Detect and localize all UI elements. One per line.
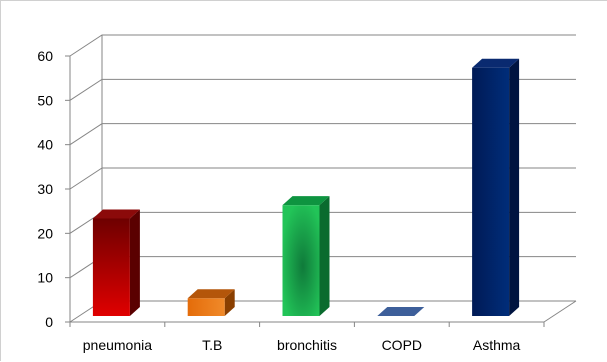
bar-pneumonia <box>92 209 140 316</box>
y-tick-label: 0 <box>45 314 53 330</box>
gridline <box>69 34 576 57</box>
y-tick-label: 50 <box>37 92 53 108</box>
bar-top <box>187 289 235 299</box>
bar-top <box>282 196 330 206</box>
bar-front <box>187 298 225 316</box>
x-category-label: bronchitis <box>277 337 337 353</box>
x-category-label: Asthma <box>473 337 521 353</box>
bar-front <box>282 205 320 316</box>
bar-top <box>377 307 425 316</box>
y-tick-label: 40 <box>37 137 53 153</box>
bar-asthma <box>472 58 520 316</box>
bar-side <box>319 196 330 316</box>
bar-front <box>92 218 130 316</box>
y-tick-label: 10 <box>37 270 53 286</box>
bar-t-b <box>187 289 235 316</box>
bar-front <box>472 67 510 316</box>
y-tick-label: 20 <box>37 225 53 241</box>
y-tick-label: 30 <box>37 181 53 197</box>
x-category-label: COPD <box>382 337 422 353</box>
floor-right-edge <box>543 300 577 323</box>
bar-bronchitis <box>282 196 330 316</box>
y-tick-label: 60 <box>37 48 53 64</box>
x-category-label: T.B <box>202 337 222 353</box>
bar-side <box>509 58 520 316</box>
bar-top <box>472 58 520 68</box>
bar-side <box>224 289 235 316</box>
bar-top <box>92 209 140 219</box>
bar-copd <box>377 307 425 316</box>
bar-side <box>129 209 140 316</box>
x-category-label: pneumonia <box>83 337 152 353</box>
